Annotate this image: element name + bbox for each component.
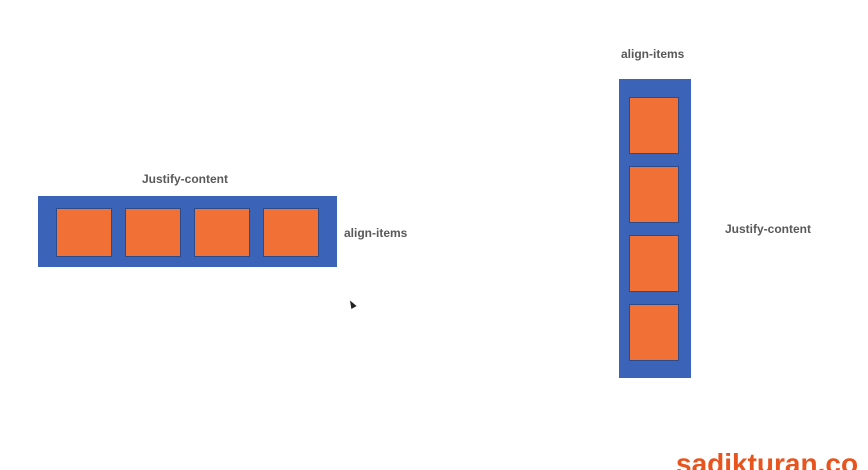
- watermark-logo: sadikturan.co: [676, 448, 859, 470]
- column-flex-item: [629, 97, 679, 154]
- column-flex-item: [629, 304, 679, 361]
- column-align-items-label: align-items: [621, 47, 685, 61]
- row-align-items-label: align-items: [344, 226, 408, 240]
- column-flex-item: [629, 166, 679, 223]
- column-justify-content-label: Justify-content: [725, 222, 812, 236]
- row-flex-item: [263, 208, 319, 257]
- column-flex-item: [629, 235, 679, 292]
- row-flex-item: [194, 208, 250, 257]
- column-flex-container: [619, 79, 691, 378]
- row-flex-container: [38, 196, 337, 267]
- row-flex-item: [125, 208, 181, 257]
- mouse-cursor-icon: [347, 299, 357, 309]
- row-justify-content-label: Justify-content: [142, 172, 229, 186]
- row-flex-item: [56, 208, 112, 257]
